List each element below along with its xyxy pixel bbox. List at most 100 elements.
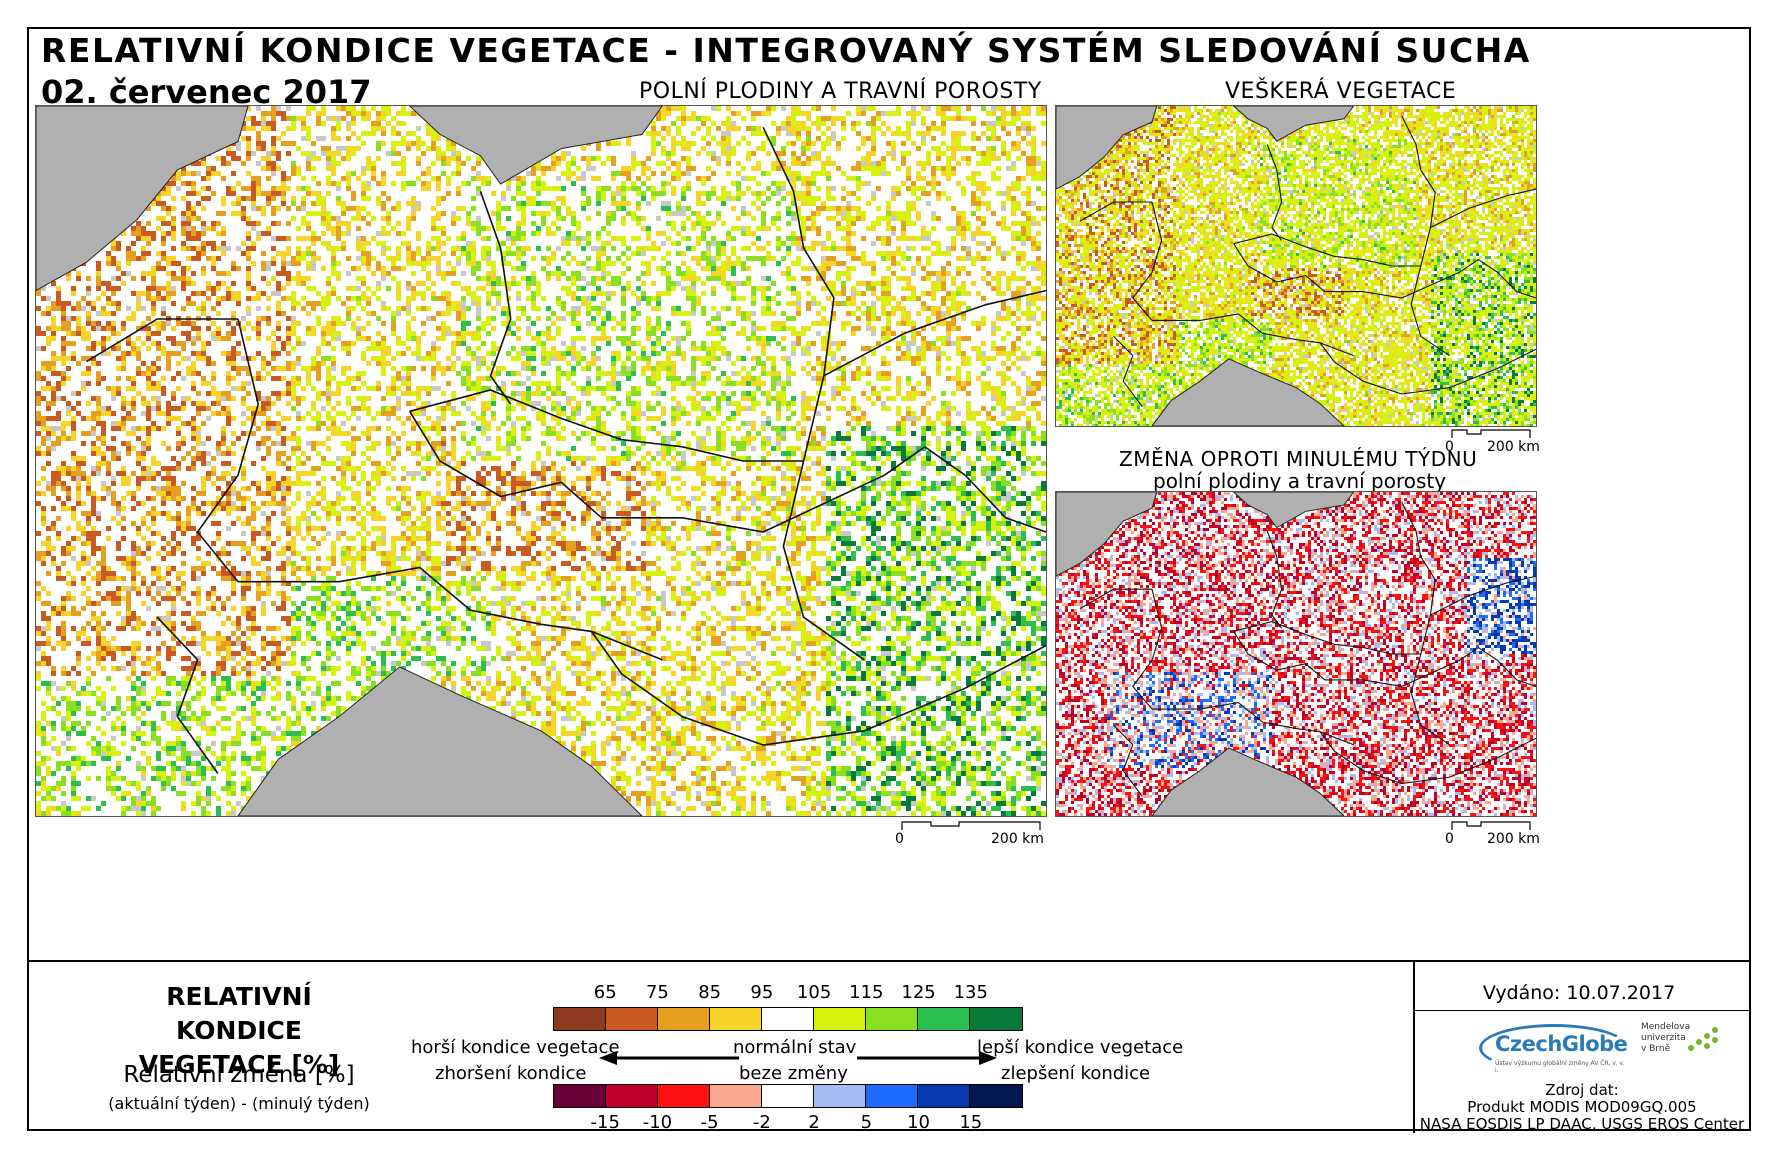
source-line: NASA EOSDIS LP DAAC, USGS EROS Center (1419, 1115, 1745, 1133)
country-border (479, 190, 512, 405)
main-vegetation-map (35, 105, 1047, 817)
normal-label: normální stav (733, 1037, 857, 1058)
country-border (1233, 243, 1326, 293)
weekly-change-map (1055, 491, 1537, 817)
legend-swatch (866, 1008, 918, 1030)
issued-date: Vydáno: 10.07.2017 (1482, 982, 1676, 1004)
footer-divider (1415, 1010, 1749, 1011)
change-map-title: ZMĚNA OPROTI MINULÉMU TÝDNU (1119, 447, 1478, 471)
mendel-logo-line: univerzita (1641, 1033, 1686, 1043)
country-border (156, 616, 219, 774)
country-border (1266, 144, 1283, 241)
legend-tick-label: -5 (700, 1112, 719, 1133)
map-sheet: RELATIVNÍ KONDICE VEGETACE - INTEGROVANÝ… (27, 27, 1751, 1133)
mendel-dots-icon (1688, 1027, 1718, 1051)
legend-tick-label: 125 (901, 982, 936, 1003)
legend-swatch (970, 1085, 1022, 1107)
country-border (1079, 201, 1152, 222)
legend-tick-label: 10 (907, 1112, 930, 1133)
scale-km: 200 km (1487, 439, 1540, 455)
better-label: lepší kondice vegetace (977, 1037, 1184, 1058)
scale-zero: 0 (895, 831, 904, 847)
worse-label: horší kondice vegetace (411, 1037, 620, 1058)
all-scale-bar: 0 200 km (1445, 429, 1545, 459)
country-border (1113, 724, 1143, 797)
legend-swatch (918, 1085, 970, 1107)
country-border (1430, 188, 1536, 229)
scale-zero: 0 (1445, 831, 1454, 847)
country-border (1324, 259, 1479, 299)
czechglobe-logo-text: CzechGlobe (1495, 1032, 1628, 1056)
country-border (1401, 115, 1436, 267)
country-border (1319, 731, 1536, 785)
legend-tick-label: -10 (642, 1112, 673, 1133)
sea-area (1232, 106, 1355, 142)
country-border (1233, 631, 1326, 681)
czechglobe-logo: CzechGlobe Ústav výzkumu globální změny … (1479, 1022, 1629, 1076)
legend-tick-label: 135 (953, 982, 988, 1003)
mendel-logo-line: v Brně (1641, 1044, 1671, 1054)
legend-swatch (710, 1008, 762, 1030)
country-border (1079, 588, 1152, 610)
data-source: Zdroj dat: Produkt MODIS MOD09GQ.005 NAS… (1419, 1082, 1745, 1133)
legend-tick-label: 95 (750, 982, 774, 1003)
worsening-label: zhoršení kondice (435, 1063, 587, 1084)
main-map-title: POLNÍ PLODINY A TRAVNÍ POROSTY (639, 79, 1042, 104)
legend-tick-label: 65 (593, 982, 617, 1003)
sea-area (1056, 106, 1158, 190)
legend-swatch (918, 1008, 970, 1030)
czechglobe-logo-subtext: Ústav výzkumu globální změny AV ČR, v. v… (1495, 1060, 1625, 1074)
change-color-bar (553, 1084, 1023, 1108)
sea-area (36, 106, 249, 292)
sea-area (408, 106, 663, 185)
mendel-logo-line: Mendelova (1641, 1022, 1691, 1032)
country-border (823, 289, 1046, 377)
change-scale-bar: 0 200 km (1445, 821, 1545, 851)
country-border (1132, 201, 1163, 321)
left-arrow-icon (599, 1051, 739, 1065)
legend-tick-label: 105 (796, 982, 832, 1003)
legend-swatch (606, 1008, 658, 1030)
date-label: 02. červenec 2017 (41, 73, 372, 111)
page-title: RELATIVNÍ KONDICE VEGETACE - INTEGROVANÝ… (41, 31, 1531, 70)
sea-area (237, 666, 643, 816)
country-border (86, 318, 238, 363)
country-border (196, 318, 260, 583)
improvement-label: zlepšení kondice (1001, 1063, 1151, 1084)
country-border (1152, 313, 1354, 357)
legend-swatch (970, 1008, 1022, 1030)
country-border (1233, 621, 1421, 655)
country-border (601, 446, 926, 533)
legend-tick-label: -15 (590, 1112, 620, 1133)
sea-area (1151, 358, 1345, 426)
legend-swatch (554, 1085, 606, 1107)
sea-area (1056, 492, 1158, 577)
change-map-subtitle: polní plodiny a travní porosty (1153, 469, 1447, 493)
country-border (1430, 575, 1536, 616)
legend-swatch (554, 1008, 606, 1030)
source-line: Produkt MODIS MOD09GQ.005 (1467, 1098, 1697, 1116)
no-change-label: beze změny (739, 1063, 848, 1084)
right-arrow-icon (857, 1051, 997, 1065)
legend-swatch (866, 1085, 918, 1107)
legend-swatch (658, 1008, 710, 1030)
country-border (924, 446, 1046, 533)
scale-zero: 0 (1445, 439, 1454, 455)
legend-swatch (710, 1085, 762, 1107)
condition-color-bar (553, 1007, 1023, 1031)
change-legend-subtitle: (aktuální týden) - (minulý týden) (108, 1094, 370, 1113)
legend-tick-label: 85 (698, 982, 722, 1003)
country-border (409, 389, 804, 462)
country-border (1233, 233, 1421, 267)
country-border (782, 460, 865, 661)
legend-tick-label: 15 (959, 1112, 983, 1133)
map-raster (36, 106, 1046, 816)
country-border (1266, 530, 1283, 629)
legend-swatch (762, 1008, 814, 1030)
country-border (1319, 342, 1536, 395)
all-vegetation-map (1055, 105, 1537, 427)
sea-area (1232, 492, 1355, 529)
source-label: Zdroj dat: (1545, 1081, 1619, 1099)
country-border (1478, 647, 1536, 687)
legend-title: RELATIVNÍ KONDICE VEGETACE [%] (138, 982, 340, 1079)
